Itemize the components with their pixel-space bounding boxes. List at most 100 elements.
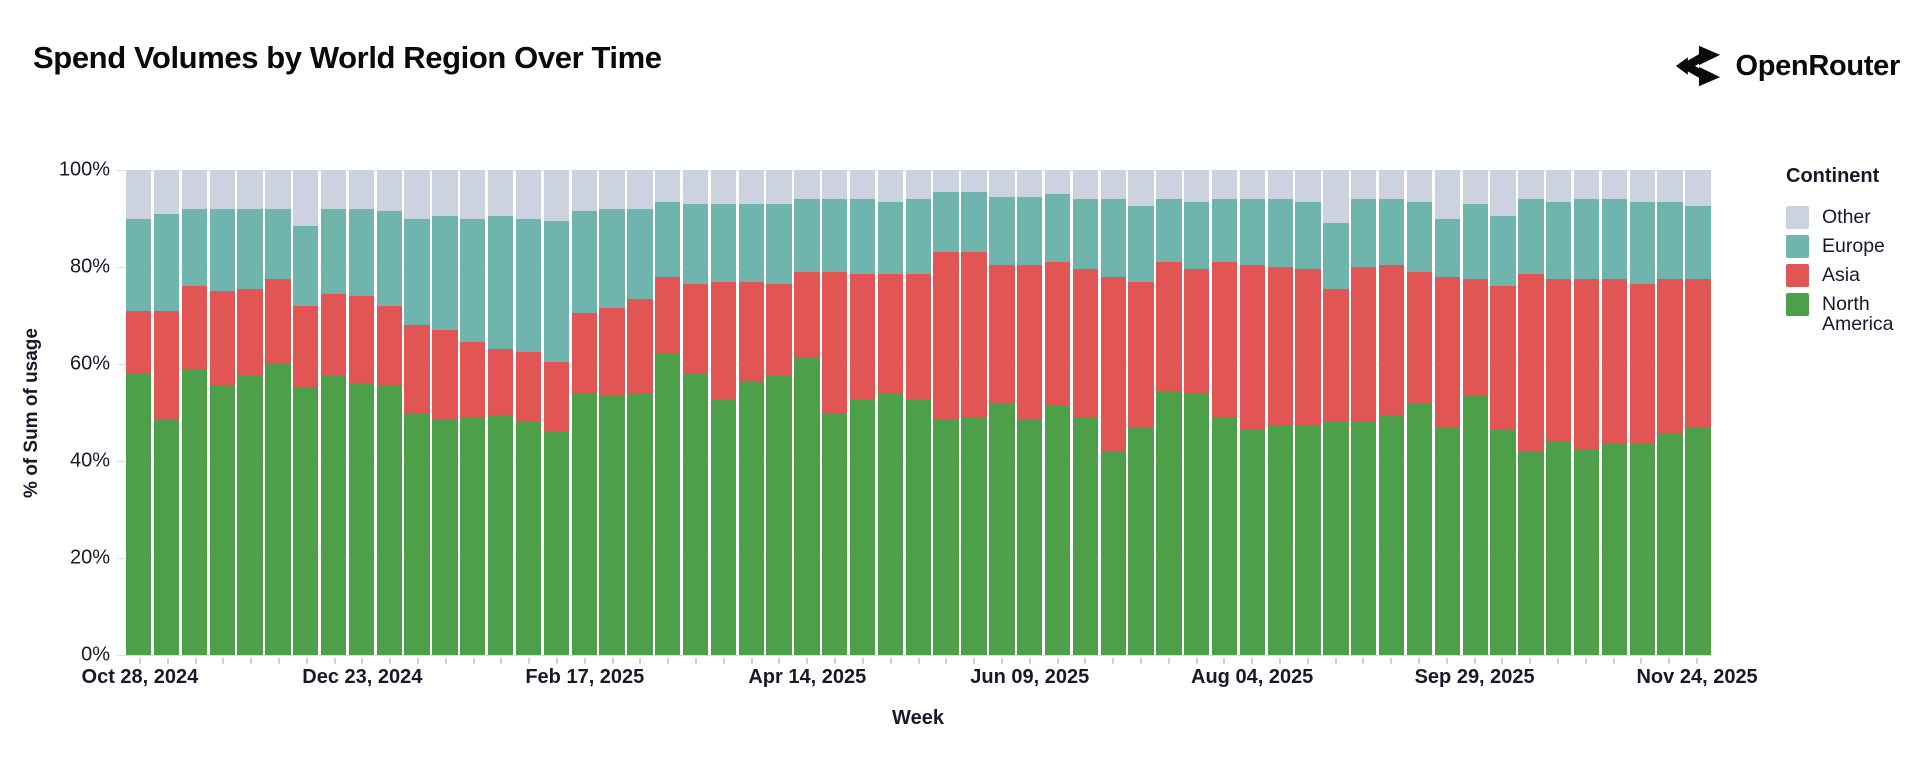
segment-north-america <box>265 364 291 655</box>
bar-Aug 25, 2025[interactable] <box>1323 170 1349 655</box>
x-tick-mark <box>333 658 336 664</box>
bar-Oct 20, 2025[interactable] <box>1546 170 1572 655</box>
segment-north-america <box>682 373 709 655</box>
segment-asia <box>432 330 458 420</box>
bar-Jul 14, 2025[interactable] <box>1156 170 1182 655</box>
legend-label: Asia <box>1822 264 1860 286</box>
bar-Feb 03, 2025[interactable] <box>515 170 542 655</box>
bar-Jan 13, 2025[interactable] <box>432 170 458 655</box>
segment-asia <box>682 283 709 374</box>
bar-Mar 03, 2025[interactable] <box>627 170 653 655</box>
bar-Jun 23, 2025[interactable] <box>1072 170 1099 655</box>
y-tick-label-20%: 20% <box>69 546 110 569</box>
bar-May 26, 2025[interactable] <box>961 170 987 655</box>
segment-north-america <box>655 354 681 655</box>
bar-Nov 18, 2024[interactable] <box>209 170 235 655</box>
bar-Aug 04, 2025[interactable] <box>1239 170 1266 655</box>
x-tick-label-Dec 23, 2024: Dec 23, 2024 <box>302 666 423 688</box>
bar-Feb 10, 2025[interactable] <box>543 170 569 655</box>
bar-Jul 28, 2025[interactable] <box>1211 170 1238 655</box>
bar-Sep 29, 2025[interactable] <box>1462 170 1488 655</box>
segment-europe <box>1100 199 1126 277</box>
segment-europe <box>1406 201 1433 272</box>
bar-Feb 17, 2025[interactable] <box>571 170 597 655</box>
bar-Jan 06, 2025[interactable] <box>404 170 430 655</box>
segment-europe <box>1239 199 1266 265</box>
bar-Mar 24, 2025[interactable] <box>710 170 737 655</box>
bar-Jan 27, 2025[interactable] <box>487 170 514 655</box>
segment-asia <box>460 342 486 418</box>
segment-europe <box>822 199 848 272</box>
bar-May 05, 2025[interactable] <box>877 170 904 655</box>
bar-Jul 07, 2025[interactable] <box>1128 170 1154 655</box>
bar-Oct 13, 2025[interactable] <box>1518 170 1544 655</box>
bar-Dec 16, 2024[interactable] <box>320 170 347 655</box>
segment-north-america <box>126 373 152 655</box>
legend-item-asia[interactable]: Asia <box>1786 264 1908 287</box>
bar-Sep 01, 2025[interactable] <box>1351 170 1377 655</box>
bar-Mar 17, 2025[interactable] <box>682 170 709 655</box>
legend-swatch <box>1786 235 1809 258</box>
bar-Jan 20, 2025[interactable] <box>460 170 486 655</box>
bar-Nov 10, 2025[interactable] <box>1629 170 1655 655</box>
legend-item-other[interactable]: Other <box>1786 206 1908 229</box>
bar-Oct 27, 2025[interactable] <box>1573 170 1600 655</box>
bar-May 19, 2025[interactable] <box>933 170 959 655</box>
legend-item-north-america[interactable]: North America <box>1786 293 1908 334</box>
bar-Nov 24, 2025[interactable] <box>1685 170 1711 655</box>
bar-Apr 14, 2025[interactable] <box>794 170 820 655</box>
y-tick-label-40%: 40% <box>69 449 110 472</box>
bar-May 12, 2025[interactable] <box>905 170 931 655</box>
x-tick-mark <box>166 658 169 664</box>
legend-item-europe[interactable]: Europe <box>1786 235 1908 258</box>
segment-asia <box>1100 276 1126 452</box>
segment-europe <box>1128 206 1154 282</box>
bar-Jun 02, 2025[interactable] <box>989 170 1015 655</box>
bar-Sep 22, 2025[interactable] <box>1434 170 1460 655</box>
segment-europe <box>1546 201 1572 280</box>
segment-europe <box>571 211 597 314</box>
segment-north-america <box>1044 405 1071 655</box>
bar-Sep 08, 2025[interactable] <box>1378 170 1405 655</box>
segment-asia <box>1156 262 1182 391</box>
bar-Aug 18, 2025[interactable] <box>1295 170 1321 655</box>
bar-Nov 03, 2025[interactable] <box>1601 170 1628 655</box>
bar-Dec 02, 2024[interactable] <box>265 170 291 655</box>
bar-Dec 09, 2024[interactable] <box>293 170 319 655</box>
segment-asia <box>1017 264 1043 420</box>
bar-Nov 17, 2025[interactable] <box>1657 170 1683 655</box>
bar-Apr 07, 2025[interactable] <box>766 170 792 655</box>
segment-other <box>1546 170 1572 202</box>
bar-Jun 16, 2025[interactable] <box>1044 170 1071 655</box>
bar-Nov 25, 2024[interactable] <box>237 170 263 655</box>
bar-Dec 23, 2024[interactable] <box>348 170 375 655</box>
segment-europe <box>515 218 542 352</box>
bar-Dec 30, 2024[interactable] <box>376 170 402 655</box>
bar-Jun 09, 2025[interactable] <box>1017 170 1043 655</box>
segment-asia <box>376 305 402 386</box>
bar-Apr 28, 2025[interactable] <box>849 170 876 655</box>
segment-other <box>682 170 709 204</box>
bar-Oct 06, 2025[interactable] <box>1490 170 1516 655</box>
bar-Mar 10, 2025[interactable] <box>655 170 681 655</box>
bar-Nov 04, 2024[interactable] <box>153 170 180 655</box>
segment-europe <box>404 218 430 326</box>
segment-other <box>460 170 486 219</box>
segment-north-america <box>1072 417 1099 655</box>
bar-Aug 11, 2025[interactable] <box>1267 170 1293 655</box>
bar-Jul 21, 2025[interactable] <box>1184 170 1210 655</box>
x-tick-mark <box>1139 658 1142 664</box>
segment-north-america <box>320 376 347 655</box>
bar-Nov 11, 2024[interactable] <box>181 170 208 655</box>
x-tick-mark <box>1557 658 1560 664</box>
bar-Sep 15, 2025[interactable] <box>1406 170 1433 655</box>
segment-north-america <box>627 393 653 655</box>
segment-asia <box>822 271 848 413</box>
bar-Oct 28, 2024[interactable] <box>126 170 152 655</box>
bar-Apr 21, 2025[interactable] <box>822 170 848 655</box>
segment-europe <box>1267 199 1293 267</box>
bar-Jun 30, 2025[interactable] <box>1100 170 1126 655</box>
bar-Mar 31, 2025[interactable] <box>738 170 764 655</box>
bar-Feb 24, 2025[interactable] <box>599 170 625 655</box>
segment-north-america <box>1017 419 1043 655</box>
